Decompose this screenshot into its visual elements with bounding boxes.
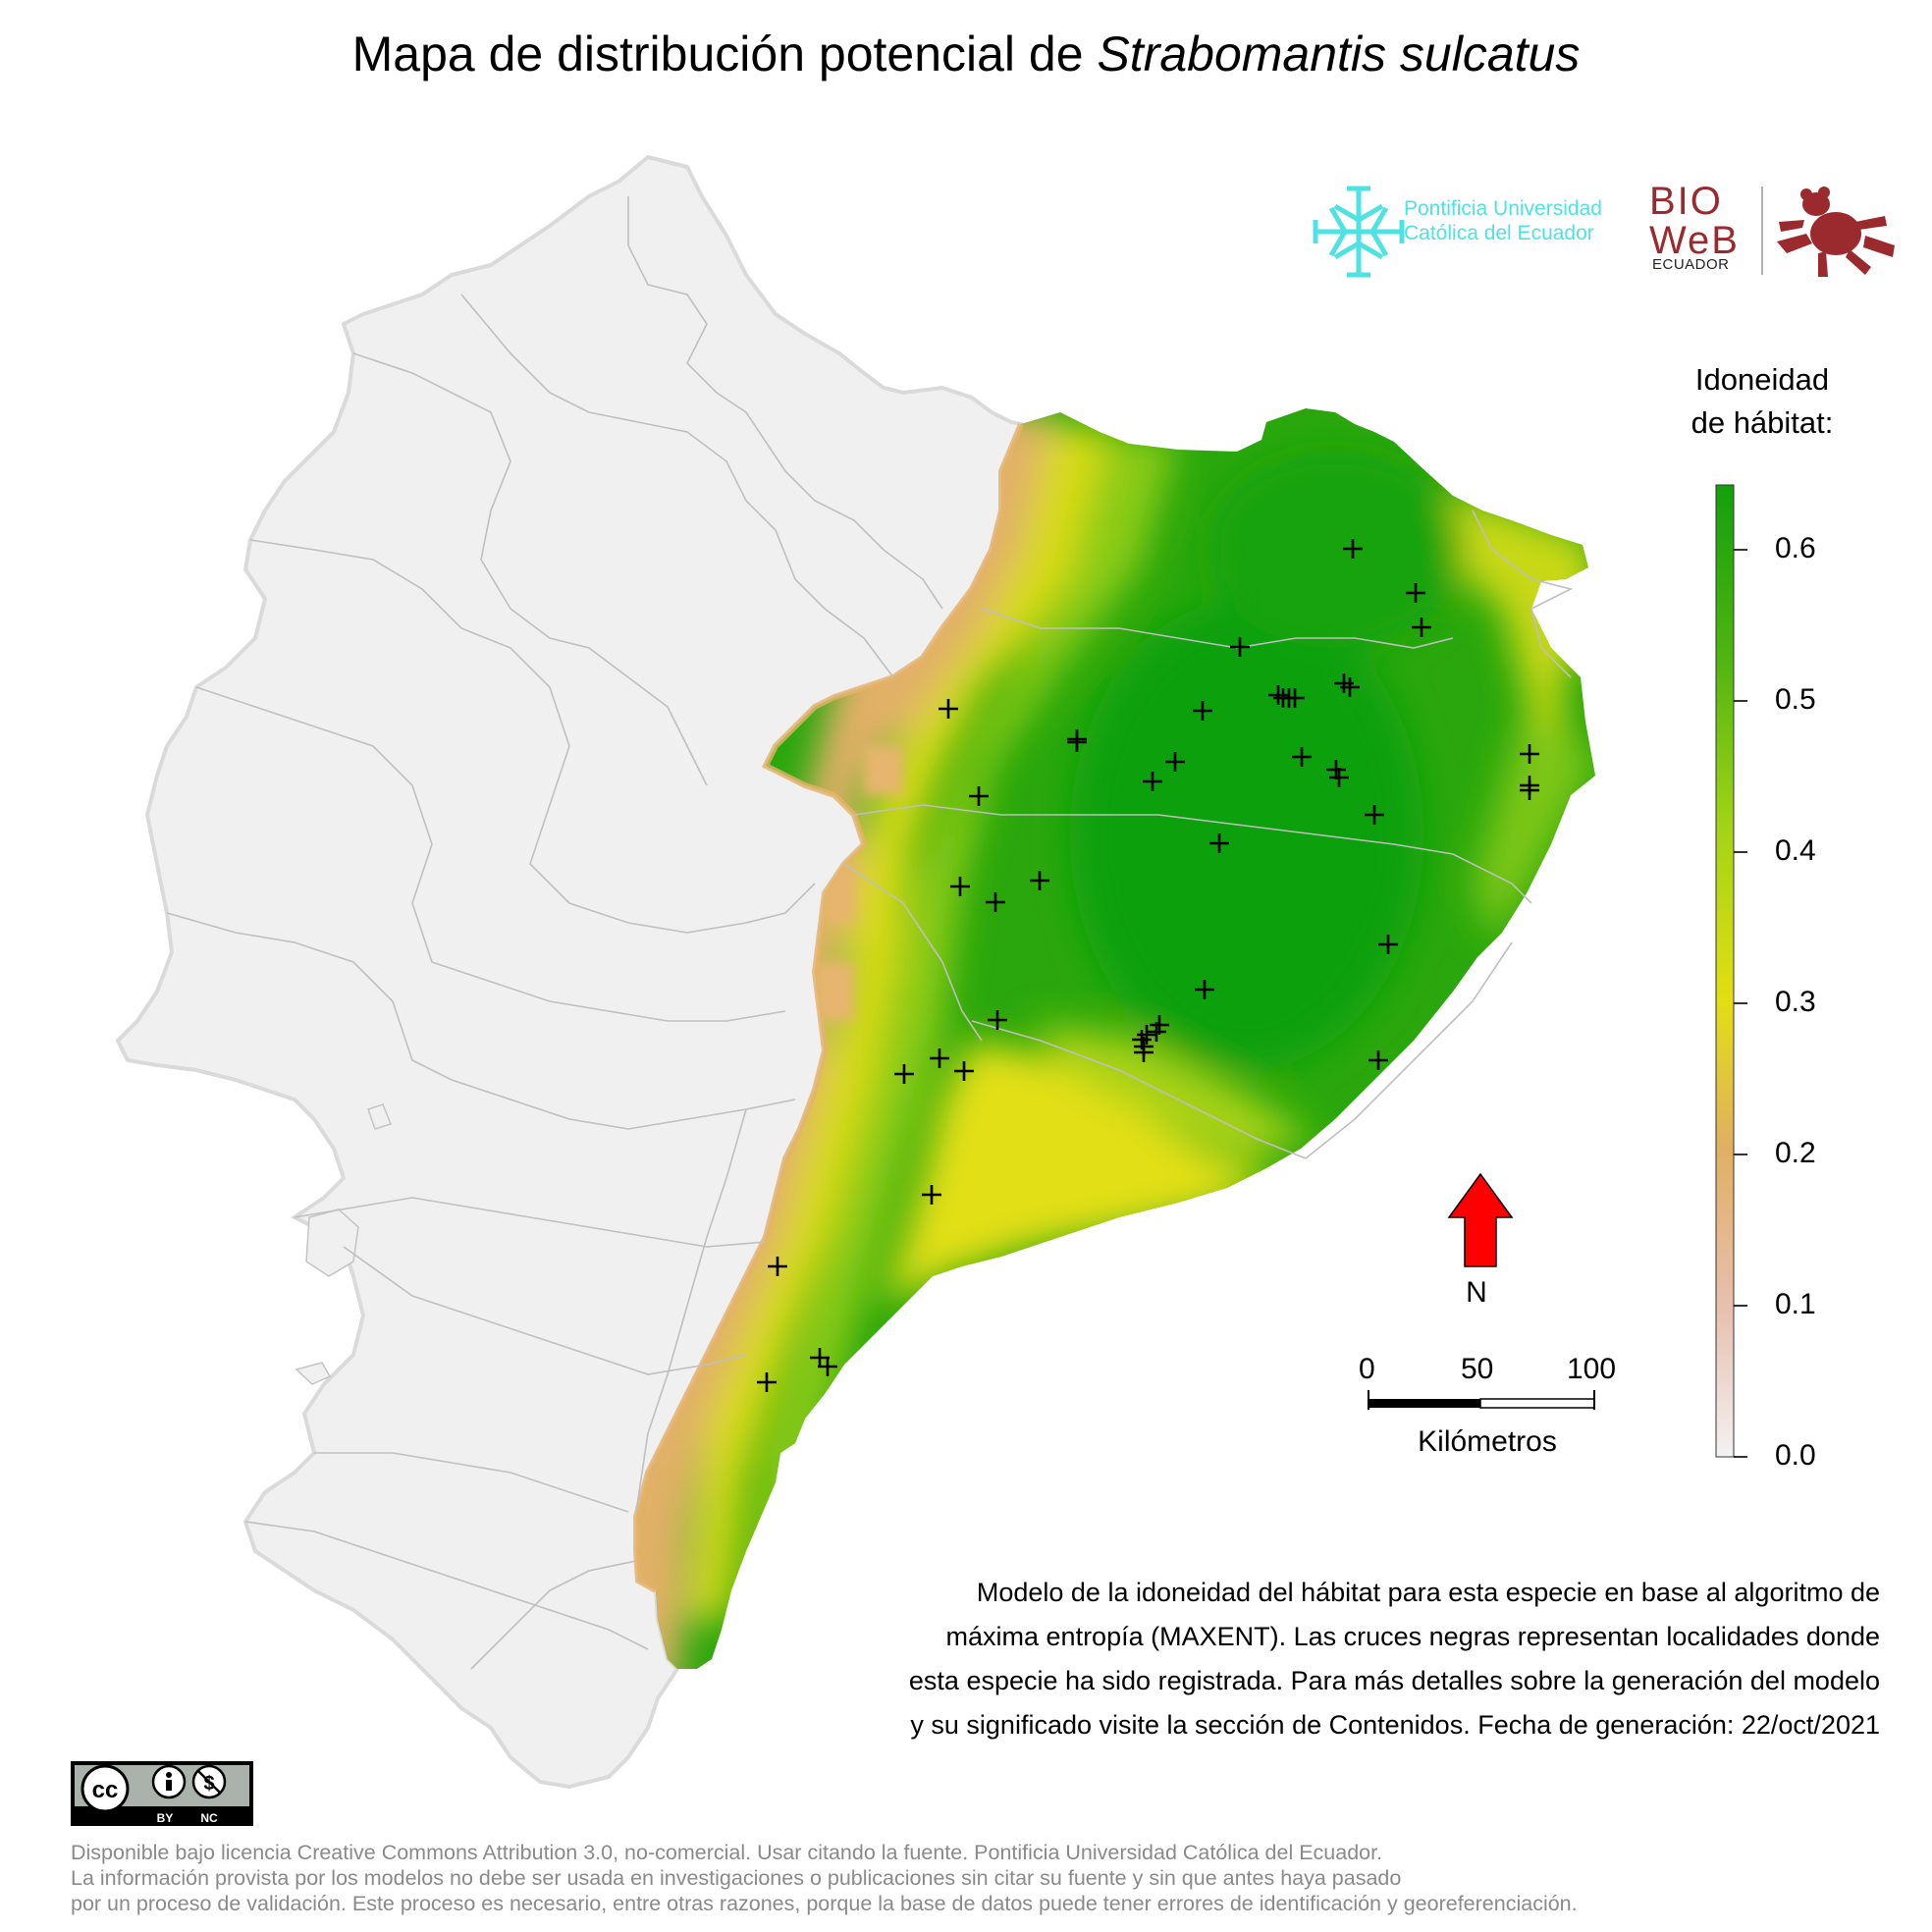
record-cross-marker bbox=[1143, 772, 1162, 791]
record-cross-marker bbox=[988, 1010, 1007, 1030]
record-cross-marker bbox=[1268, 685, 1288, 705]
caption-line: esta especie ha sido registrada. Para má… bbox=[908, 1666, 1880, 1695]
license-line: La información provista por los modelos … bbox=[71, 1866, 1402, 1890]
record-cross-marker bbox=[1292, 747, 1312, 767]
legend-tick-label: 0.1 bbox=[1775, 1288, 1816, 1320]
legend-title-line1: Idoneidad bbox=[1694, 362, 1830, 397]
scale-unit: Kilómetros bbox=[1418, 1425, 1557, 1458]
record-cross-marker bbox=[986, 892, 1005, 912]
caption-line: y su significado visite la sección de Co… bbox=[910, 1710, 1880, 1740]
record-cross-marker bbox=[810, 1348, 830, 1368]
record-cross-marker bbox=[922, 1185, 941, 1205]
record-cross-marker bbox=[1365, 805, 1384, 825]
license-line: por un proceso de validación. Este proce… bbox=[71, 1892, 1578, 1915]
north-label: N bbox=[1466, 1276, 1487, 1309]
islands bbox=[295, 1103, 392, 1385]
record-cross-marker bbox=[1285, 688, 1305, 708]
scale-label-0: 0 bbox=[1359, 1353, 1375, 1385]
record-cross-marker bbox=[1193, 701, 1212, 721]
scale-label-50: 50 bbox=[1461, 1353, 1494, 1385]
record-cross-marker bbox=[1368, 1050, 1388, 1070]
puce-logo-line1: Pontificia Universidad bbox=[1404, 197, 1602, 220]
legend-colorbar bbox=[1715, 484, 1735, 1458]
record-cross-marker bbox=[1195, 980, 1214, 999]
record-cross-marker bbox=[1326, 760, 1346, 779]
legend-title: Idoneidad de hábitat: bbox=[1630, 358, 1895, 445]
record-cross-marker bbox=[1134, 1043, 1154, 1062]
license-text: Disponible bajo licencia Creative Common… bbox=[71, 1840, 1578, 1916]
record-cross-marker bbox=[894, 1064, 914, 1084]
record-cross-marker bbox=[969, 786, 989, 806]
record-cross-marker bbox=[1067, 732, 1087, 752]
frog-icon bbox=[1777, 187, 1895, 277]
puce-cross-icon bbox=[1313, 186, 1405, 278]
puce-logo-line2: Católica del Ecuador bbox=[1404, 222, 1594, 244]
record-cross-marker bbox=[1520, 744, 1539, 764]
record-cross-marker bbox=[1030, 871, 1049, 890]
legend-tick-label: 0.0 bbox=[1775, 1439, 1816, 1472]
bioweb-subtitle: ECUADOR bbox=[1652, 256, 1730, 273]
map-caption: Modelo de la idoneidad del hábitat para … bbox=[746, 1571, 1880, 1747]
record-cross-marker bbox=[1343, 539, 1363, 559]
puce-logo: Pontificia Universidad Católica del Ecua… bbox=[1404, 196, 1602, 245]
legend-tick-label: 0.5 bbox=[1775, 683, 1816, 716]
record-cross-marker bbox=[939, 699, 958, 719]
cc-badge-by: BY bbox=[157, 1811, 174, 1825]
license-line: Disponible bajo licencia Creative Common… bbox=[71, 1841, 1383, 1864]
record-cross-marker bbox=[1520, 780, 1539, 800]
legend-tick-label: 0.6 bbox=[1775, 532, 1816, 564]
legend-tick-label: 0.3 bbox=[1775, 986, 1816, 1018]
record-cross-marker bbox=[818, 1357, 837, 1376]
cc-by-nc-badge-icon: cc $ bbox=[71, 1761, 253, 1826]
map-title: Mapa de distribución potencial de Strabo… bbox=[0, 26, 1932, 82]
map-title-prefix: Mapa de distribución potencial de bbox=[351, 27, 1098, 81]
record-cross-marker bbox=[757, 1372, 777, 1392]
record-cross-marker bbox=[1147, 1022, 1166, 1042]
north-arrow-icon bbox=[1447, 1172, 1514, 1267]
record-cross-marker bbox=[1165, 752, 1185, 772]
record-cross-marker bbox=[930, 1048, 949, 1068]
map-title-species: Strabomantis sulcatus bbox=[1097, 27, 1581, 81]
bioweb-word2: WeB bbox=[1649, 219, 1740, 262]
legend-title-line2: de hábitat: bbox=[1690, 405, 1834, 440]
legend-tick-label: 0.2 bbox=[1775, 1137, 1816, 1169]
svg-text:$: $ bbox=[203, 1773, 214, 1795]
record-cross-marker bbox=[954, 1061, 974, 1081]
record-cross-marker bbox=[1406, 583, 1425, 603]
cc-badge-nc: NC bbox=[200, 1811, 218, 1825]
scale-bar bbox=[1368, 1390, 1595, 1410]
legend-ticks bbox=[1734, 549, 1747, 1458]
record-cross-marker bbox=[1230, 637, 1250, 657]
record-cross-marker bbox=[950, 877, 970, 896]
record-cross-marker bbox=[768, 1257, 787, 1276]
record-cross-marker bbox=[1329, 768, 1349, 787]
caption-line: Modelo de la idoneidad del hábitat para … bbox=[976, 1578, 1880, 1607]
caption-line: máxima entropía (MAXENT). Las cruces neg… bbox=[945, 1622, 1880, 1651]
record-cross-marker bbox=[1137, 1025, 1156, 1045]
bioweb-word1: BIO bbox=[1649, 180, 1723, 223]
svg-text:cc: cc bbox=[92, 1777, 119, 1803]
occurrence-records bbox=[757, 539, 1539, 1392]
province-boundaries bbox=[166, 196, 1574, 1670]
legend-tick-label: 0.4 bbox=[1775, 834, 1816, 867]
record-cross-marker bbox=[1340, 677, 1360, 697]
record-cross-marker bbox=[1209, 833, 1229, 853]
scale-label-100: 100 bbox=[1567, 1353, 1617, 1385]
record-cross-marker bbox=[1378, 935, 1398, 954]
record-cross-marker bbox=[1412, 617, 1431, 637]
